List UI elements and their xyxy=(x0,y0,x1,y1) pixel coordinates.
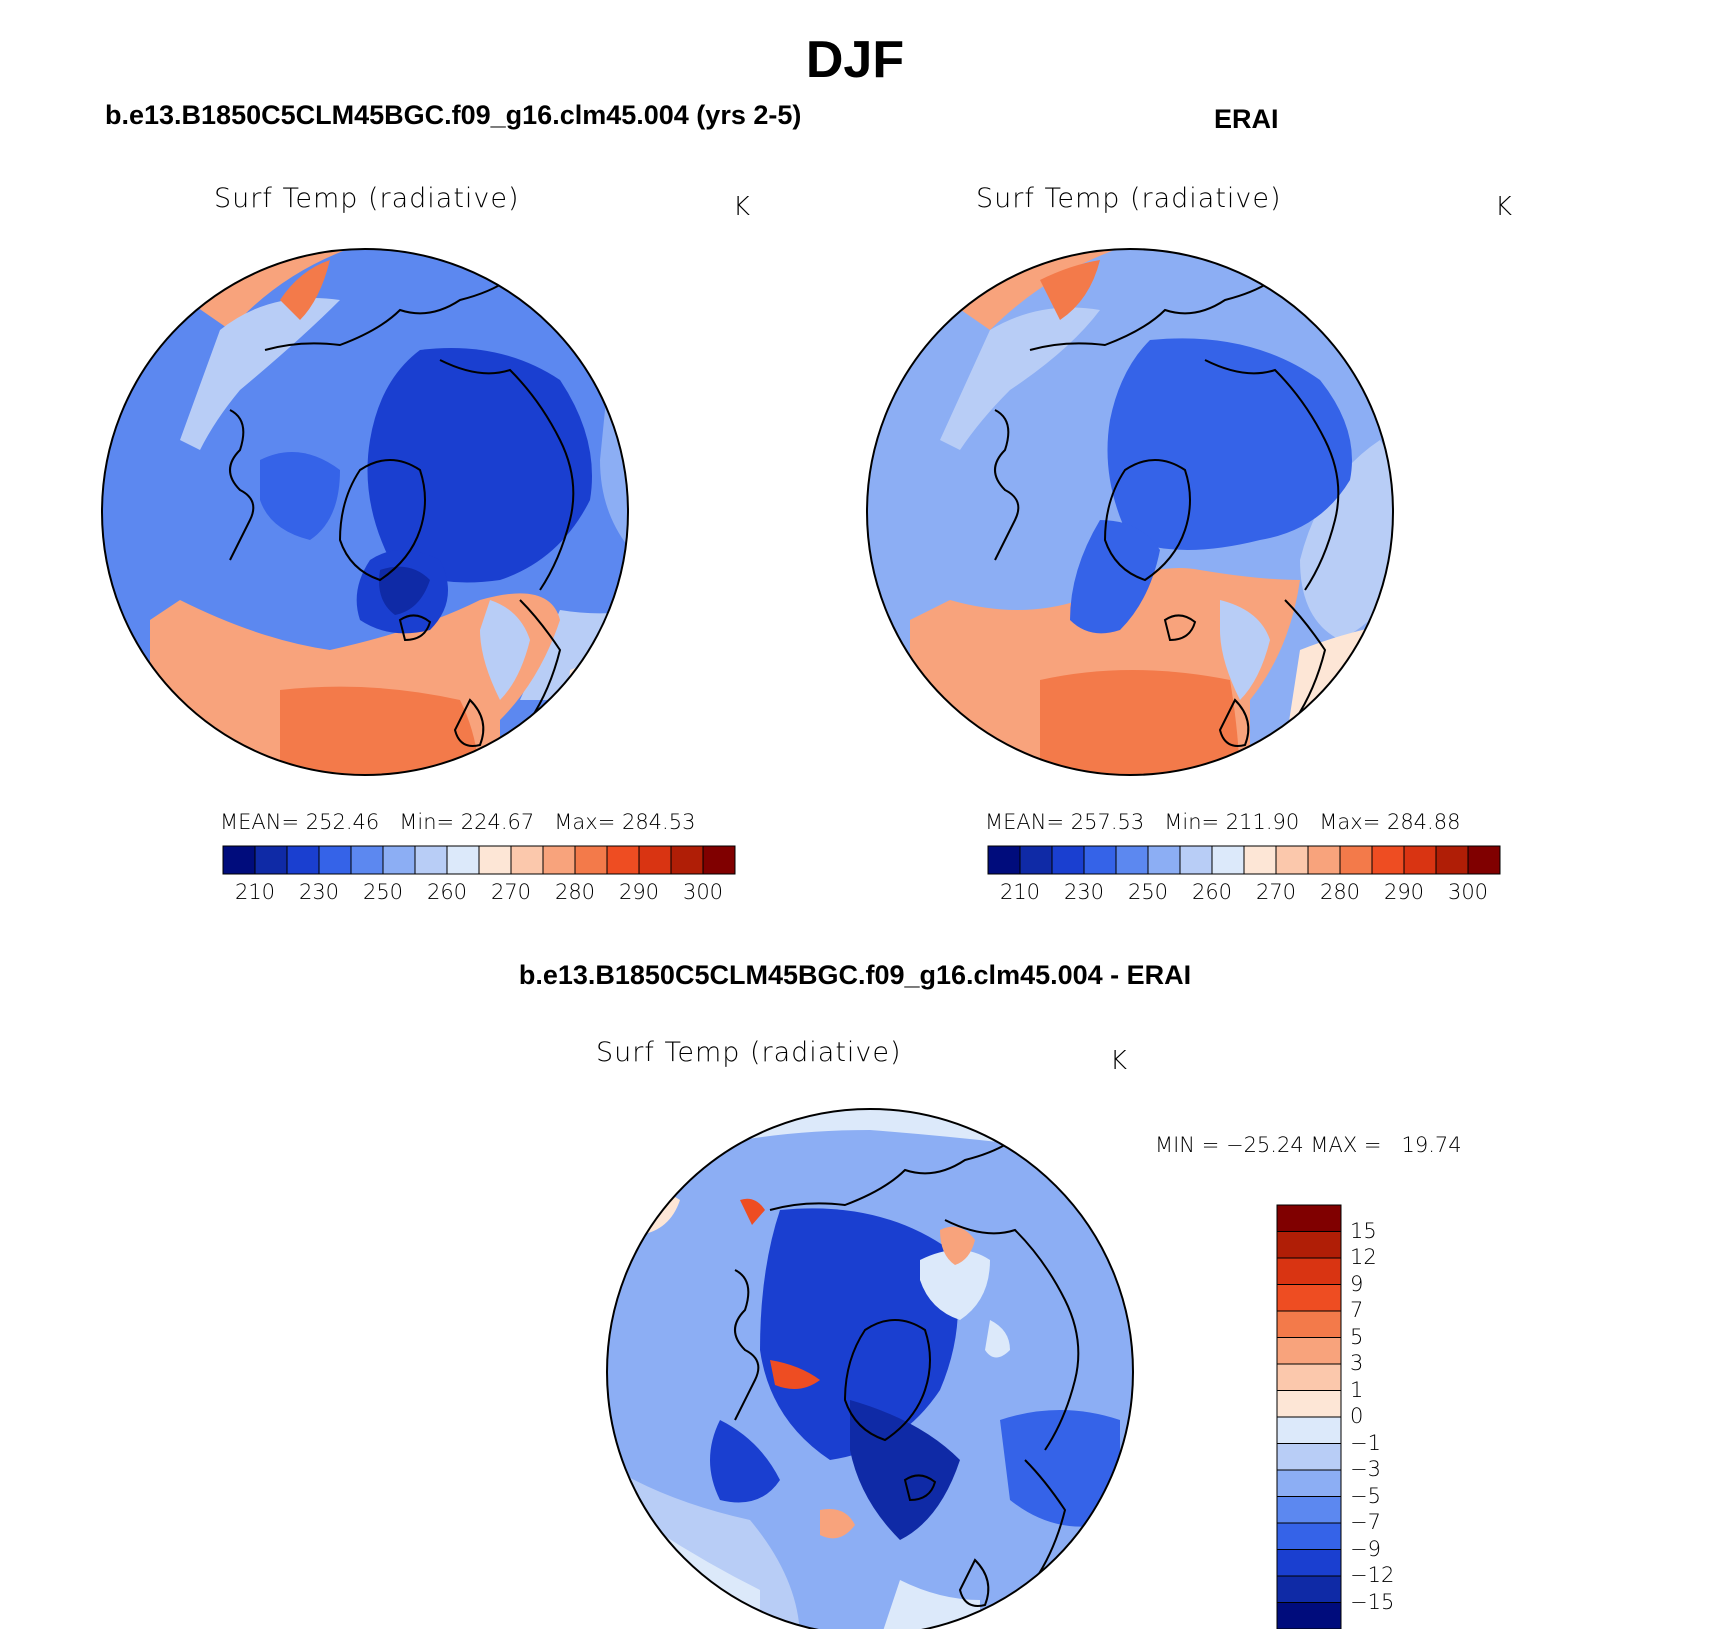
colorbar-swatch xyxy=(1277,1258,1341,1285)
colorbar-tick-label: −12 xyxy=(1350,1563,1394,1587)
colorbar-tick-label: 3 xyxy=(1350,1351,1363,1375)
colorbar-tick-label: −15 xyxy=(1350,1590,1394,1614)
colorbar-swatch xyxy=(1277,1338,1341,1365)
colorbar-swatch xyxy=(1277,1391,1341,1418)
colorbar-swatch xyxy=(1277,1444,1341,1471)
colorbar-tick-label: −9 xyxy=(1350,1537,1381,1561)
colorbar-tick-label: 15 xyxy=(1350,1219,1377,1243)
colorbar-tick-label: 0 xyxy=(1350,1404,1363,1428)
colorbar-tick-label: 5 xyxy=(1350,1325,1363,1349)
colorbar-swatch xyxy=(1277,1311,1341,1338)
colorbar-tick-label: −7 xyxy=(1350,1510,1381,1534)
colorbar-swatch xyxy=(1277,1285,1341,1312)
colorbar-tick-label: 7 xyxy=(1350,1298,1363,1322)
colorbar-swatch xyxy=(1277,1523,1341,1550)
colorbar-swatch xyxy=(1277,1603,1341,1629)
colorbar-swatch xyxy=(1277,1550,1341,1577)
colorbar-tick-label: −3 xyxy=(1350,1457,1381,1481)
colorbar-tick-label: 9 xyxy=(1350,1272,1363,1296)
colorbar-tick-label: 1 xyxy=(1350,1378,1363,1402)
colorbar-tick-label: −1 xyxy=(1350,1431,1381,1455)
colorbar-tick-label: 12 xyxy=(1350,1245,1377,1269)
colorbar-swatch xyxy=(1277,1576,1341,1603)
colorbar-swatch xyxy=(1277,1497,1341,1524)
colorbar-swatch xyxy=(1277,1364,1341,1391)
colorbar-tick-label: −5 xyxy=(1350,1484,1381,1508)
diff-colorbar xyxy=(1277,1205,1341,1629)
colorbar-swatch xyxy=(1277,1470,1341,1497)
colorbar-swatch xyxy=(1277,1417,1341,1444)
colorbar-swatch xyxy=(1277,1205,1341,1232)
colorbar-swatch xyxy=(1277,1232,1341,1259)
